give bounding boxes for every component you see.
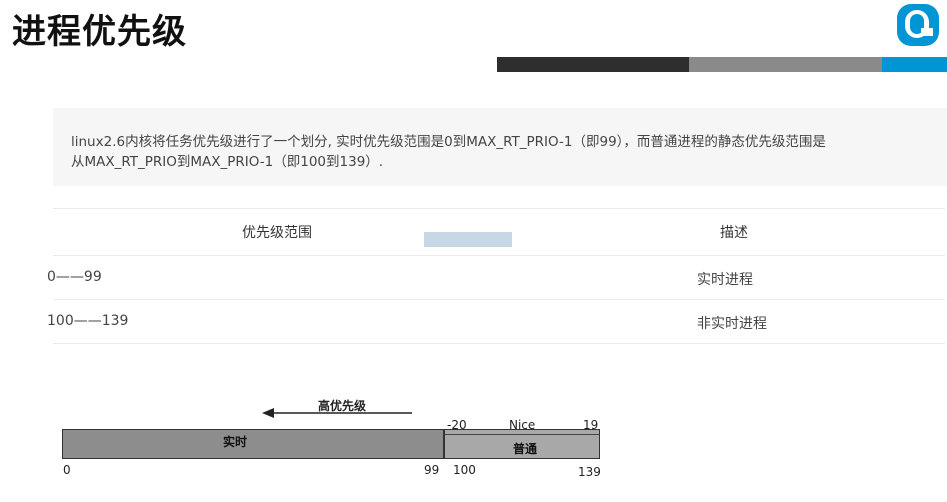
tick-99: 99: [424, 463, 440, 477]
row-range: 0——99: [47, 269, 102, 285]
row-range: 100——139: [47, 313, 129, 329]
tick-0: 0: [63, 463, 71, 477]
logo-icon: [897, 4, 939, 46]
table-row: 0——99 实时进程: [47, 255, 945, 299]
header-stripe-blue: [882, 57, 947, 72]
normal-label: 普通: [513, 442, 538, 456]
note-box: linux2.6内核将任务优先级进行了一个划分, 实时优先级范围是0到MAX_R…: [53, 108, 947, 186]
table-bottom-border: [53, 343, 945, 344]
row-description: 实时进程: [697, 272, 753, 288]
bar-divider: [443, 429, 445, 459]
nice-label: Nice: [509, 418, 536, 432]
header-description: 描述: [720, 225, 748, 241]
row-description: 非实时进程: [697, 316, 767, 332]
tick-100: 100: [453, 463, 476, 477]
note-line-1: linux2.6内核将任务优先级进行了一个划分, 实时优先级范围是0到MAX_R…: [71, 134, 826, 150]
table-header: 优先级范围 描述: [53, 208, 945, 255]
header-stripe-dark: [497, 57, 689, 72]
priority-table: 优先级范围 描述 0——99 实时进程 100——139 非实时进程: [47, 208, 945, 344]
arrow-left-icon: [262, 408, 412, 418]
realtime-label: 实时: [223, 435, 248, 449]
header-range: 优先级范围: [242, 225, 312, 241]
note-line-2: 从MAX_RT_PRIO到MAX_PRIO-1（即100到139）.: [71, 154, 384, 170]
blurred-overlay: [424, 232, 512, 247]
header-stripe-gray: [689, 57, 882, 72]
nice-min-label: -20: [447, 418, 467, 432]
normal-segment-line: [445, 434, 599, 435]
table-row: 100——139 非实时进程: [47, 299, 945, 343]
arrow-label: 高优先级: [318, 399, 367, 413]
nice-max-label: 19: [583, 418, 599, 432]
tick-139: 139: [578, 465, 601, 479]
page-title: 进程优先级: [12, 12, 187, 52]
